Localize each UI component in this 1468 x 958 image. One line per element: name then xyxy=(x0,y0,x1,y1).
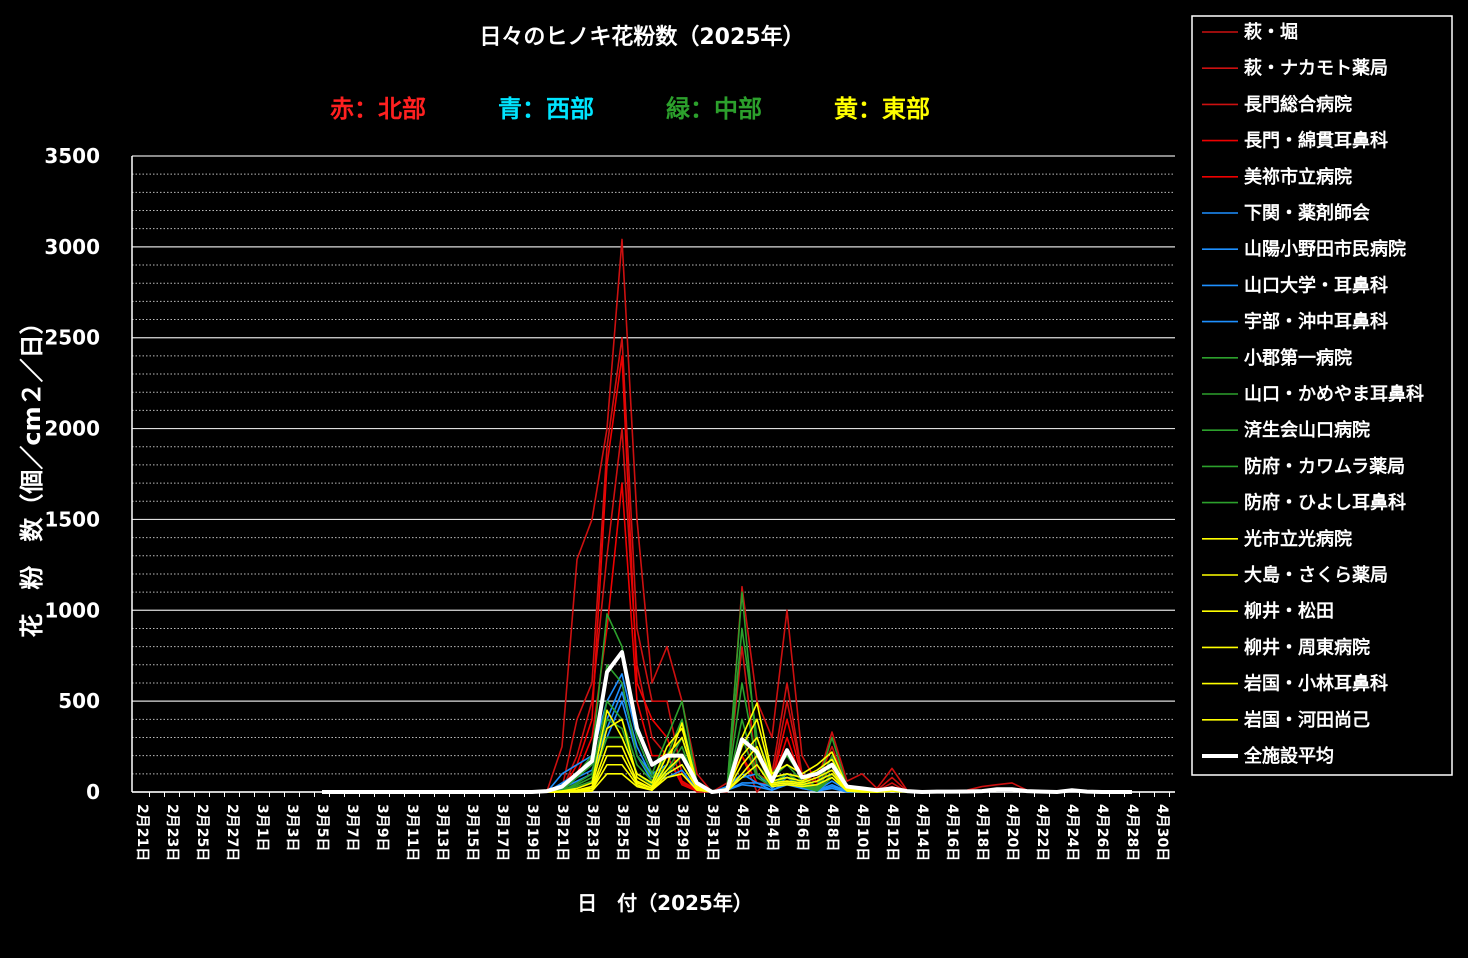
legend-label: 済生会山口病院 xyxy=(1244,419,1370,441)
x-tick-label: 4月22日 xyxy=(1034,804,1050,861)
x-tick-label: 2月23日 xyxy=(164,804,180,861)
legend-label: 全施設平均 xyxy=(1243,745,1334,767)
y-tick-label: 2500 xyxy=(44,326,100,350)
y-tick-label: 2000 xyxy=(44,417,100,441)
x-tick-label: 4月28日 xyxy=(1124,804,1140,861)
legend-label: 防府・カワムラ薬局 xyxy=(1244,455,1405,477)
legend-label: 萩・ナカモト薬局 xyxy=(1244,57,1388,79)
legend-label: 長門・綿貫耳鼻科 xyxy=(1244,130,1388,152)
legend-label: 長門総合病院 xyxy=(1244,93,1352,115)
y-tick-label: 1000 xyxy=(44,598,100,622)
legend-label: 岩国・河田尚己 xyxy=(1243,709,1370,731)
x-tick-label: 2月27日 xyxy=(224,804,240,861)
legend-label: 防府・ひよし耳鼻科 xyxy=(1244,492,1406,514)
y-tick-label: 0 xyxy=(86,780,100,804)
x-tick-label: 3月27日 xyxy=(644,804,660,861)
legend-label: 山口・かめやま耳鼻科 xyxy=(1244,383,1424,405)
legend-box xyxy=(1191,15,1453,776)
x-tick-label: 3月19日 xyxy=(524,804,540,861)
x-tick-label: 3月17日 xyxy=(494,804,510,861)
x-tick-label: 4月16日 xyxy=(944,804,960,861)
legend-label: 柳井・周東病院 xyxy=(1244,636,1370,658)
x-tick-label: 4月30日 xyxy=(1154,804,1170,861)
region-label: 黄：東部 xyxy=(834,95,930,123)
region-label: 青：西部 xyxy=(498,95,594,123)
x-tick-label: 3月31日 xyxy=(704,804,720,861)
x-tick-label: 4月18日 xyxy=(974,804,990,861)
legend-label: 山陽小野田市民病院 xyxy=(1244,238,1406,260)
x-tick-label: 3月29日 xyxy=(674,804,690,861)
x-tick-label: 2月21日 xyxy=(134,804,150,861)
legend-label: 柳井・松田 xyxy=(1244,600,1334,622)
x-tick-label: 3月21日 xyxy=(554,804,570,861)
y-axis-label: 花 粉 数（個／cm２／日） xyxy=(18,310,46,637)
chart-title: 日々のヒノキ花粉数（2025年） xyxy=(479,24,804,50)
x-tick-label: 3月7日 xyxy=(344,804,360,851)
legend-label: 宇部・沖中耳鼻科 xyxy=(1244,311,1388,333)
legend-label: 山口大学・耳鼻科 xyxy=(1244,274,1388,296)
y-tick-label: 500 xyxy=(58,689,100,713)
y-tick-label: 3500 xyxy=(44,144,100,168)
x-axis-label: 日 付（2025年） xyxy=(577,891,753,915)
legend-label: 光市立光病院 xyxy=(1243,528,1352,550)
x-tick-label: 3月25日 xyxy=(614,804,630,861)
x-tick-label: 3月11日 xyxy=(404,804,420,861)
x-tick-label: 3月3日 xyxy=(284,804,300,851)
x-tick-label: 3月5日 xyxy=(314,804,330,851)
x-tick-label: 3月15日 xyxy=(464,804,480,861)
x-tick-label: 4月26日 xyxy=(1094,804,1110,861)
x-tick-label: 2月25日 xyxy=(194,804,210,861)
x-tick-label: 4月12日 xyxy=(884,804,900,861)
x-tick-label: 3月13日 xyxy=(434,804,450,861)
x-tick-label: 3月9日 xyxy=(374,804,390,851)
region-label: 緑：中部 xyxy=(666,95,762,123)
y-tick-label: 3000 xyxy=(44,235,100,259)
legend-label: 下関・薬剤師会 xyxy=(1244,202,1370,224)
legend-label: 大島・さくら薬局 xyxy=(1244,564,1388,586)
x-tick-label: 3月23日 xyxy=(584,804,600,861)
x-tick-label: 4月20日 xyxy=(1004,804,1020,861)
x-tick-label: 4月2日 xyxy=(734,804,750,851)
x-tick-label: 4月4日 xyxy=(764,804,780,851)
x-tick-label: 4月10日 xyxy=(854,804,870,861)
x-tick-label: 4月6日 xyxy=(794,804,810,851)
x-tick-label: 4月8日 xyxy=(824,804,840,851)
legend-label: 美祢市立病院 xyxy=(1244,166,1352,188)
legend-label: 岩国・小林耳鼻科 xyxy=(1243,673,1388,695)
y-tick-label: 1500 xyxy=(44,507,100,531)
region-label: 赤：北部 xyxy=(330,95,426,123)
legend-label: 小郡第一病院 xyxy=(1244,347,1352,369)
legend-label: 萩・堀 xyxy=(1244,21,1298,43)
x-tick-label: 3月1日 xyxy=(254,804,270,851)
average-line xyxy=(322,650,1132,794)
x-tick-label: 4月24日 xyxy=(1064,804,1080,861)
x-tick-label: 4月14日 xyxy=(914,804,930,861)
